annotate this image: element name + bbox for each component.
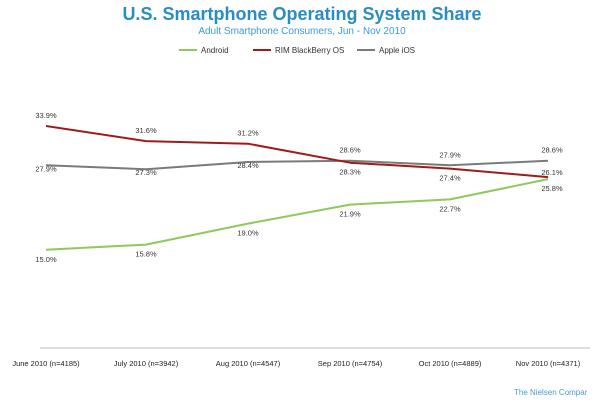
data-label-android: 25.8%: [541, 184, 563, 193]
x-tick-label: Sep 2010 (n=4754): [318, 359, 383, 368]
x-tick-label: Aug 2010 (n=4547): [216, 359, 281, 368]
data-label-apple-ios: 27.9%: [35, 164, 57, 173]
data-labels: 15.0% 15.8% 19.0% 21.9% 22.7% 25.8% 33.9% 31.6%…: [35, 111, 563, 264]
chart-legend: Android RIM BlackBerry OS Apple iOS: [179, 46, 415, 55]
data-label-rim-blackberry-os: 31.2%: [237, 129, 259, 138]
legend-label-apple-ios: Apple iOS: [379, 46, 415, 55]
source-credit: The Nielsen Compar: [514, 388, 588, 397]
x-tick-label: June 2010 (n=4185): [12, 359, 80, 368]
data-label-android: 22.7%: [439, 204, 461, 213]
data-label-android: 19.0%: [237, 229, 259, 238]
series-lines: [45, 125, 549, 251]
data-label-rim-blackberry-os: 26.1%: [541, 168, 563, 177]
x-axis-tick-labels: June 2010 (n=4185) July 2010 (n=3942) Aug …: [12, 359, 580, 368]
series-line-android: [45, 178, 549, 251]
data-label-apple-ios: 28.6%: [339, 146, 361, 155]
data-label-apple-ios: 27.3%: [135, 168, 157, 177]
data-label-android: 21.9%: [339, 210, 361, 219]
data-label-android: 15.0%: [35, 255, 57, 264]
data-label-rim-blackberry-os: 33.9%: [35, 111, 57, 120]
data-label-apple-ios: 28.6%: [541, 146, 563, 155]
data-label-android: 15.8%: [135, 250, 157, 259]
series-line-apple-ios: [45, 159, 549, 171]
x-tick-label: Nov 2010 (n=4371): [516, 359, 581, 368]
legend-label-rim-blackberry-os: RIM BlackBerry OS: [275, 46, 344, 55]
data-label-rim-blackberry-os: 28.3%: [339, 168, 361, 177]
series-line-rim-blackberry-os: [45, 125, 549, 179]
x-tick-label: July 2010 (n=3942): [114, 359, 179, 368]
x-tick-label: Oct 2010 (n=4889): [419, 359, 482, 368]
legend-label-android: Android: [201, 46, 229, 55]
data-label-rim-blackberry-os: 27.4%: [439, 174, 461, 183]
chart-subtitle: Adult Smartphone Consumers, Jun - Nov 20…: [198, 26, 406, 37]
data-label-rim-blackberry-os: 31.6%: [135, 126, 157, 135]
data-label-apple-ios: 28.4%: [237, 161, 259, 170]
data-label-apple-ios: 27.9%: [439, 150, 461, 159]
chart-title: U.S. Smartphone Operating System Share: [122, 4, 481, 24]
